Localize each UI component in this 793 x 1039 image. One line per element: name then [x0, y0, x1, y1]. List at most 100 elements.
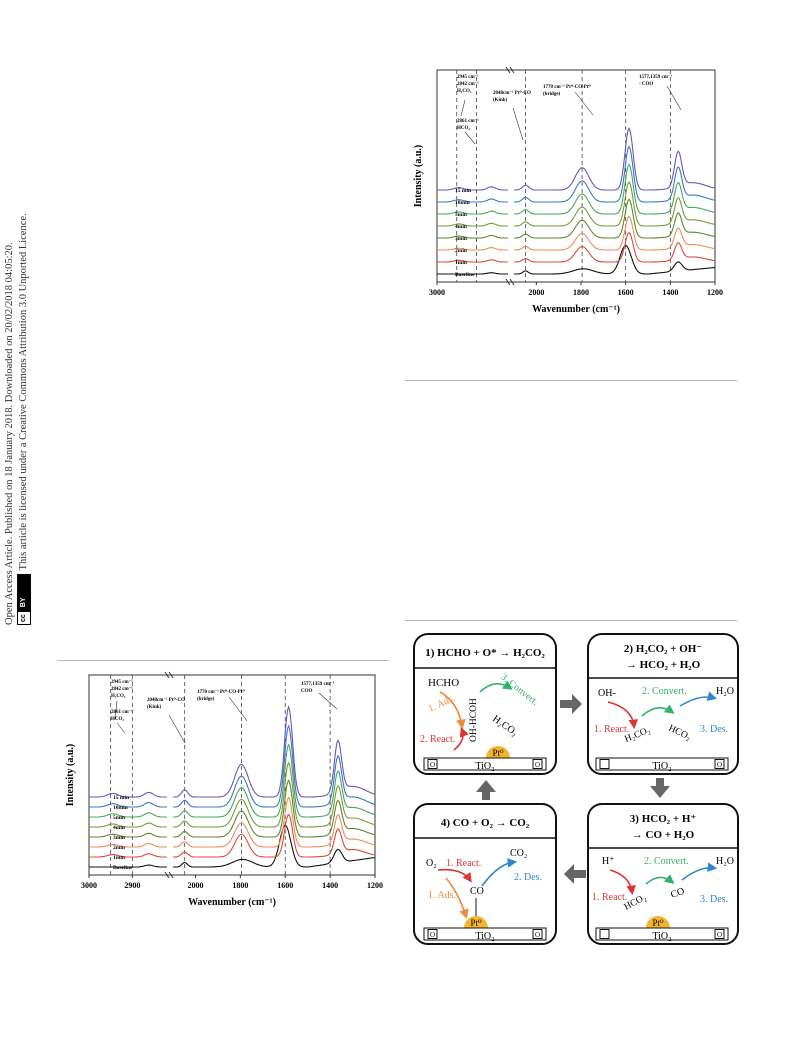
- cc-by-badge[interactable]: cc BY: [17, 574, 31, 625]
- annotation-arrow: [666, 85, 682, 111]
- arrow-right-icon: [560, 694, 582, 714]
- series-label: 10min: [113, 805, 128, 811]
- license-line-2: This article is licensed under a Creativ…: [18, 213, 29, 571]
- tio2-label: TiO₂: [652, 761, 671, 772]
- arrow-down-icon: [650, 778, 670, 798]
- axis-break-mark: [509, 66, 515, 74]
- svg-text:O: O: [717, 761, 722, 769]
- x-tick-label: 1800: [232, 881, 248, 890]
- series-label: 4min: [113, 825, 125, 831]
- oh-label: OH-: [598, 688, 616, 699]
- convert-label: 2. Convert.: [642, 686, 687, 697]
- spectrum-line: [437, 163, 716, 215]
- annotation-label: 2842 cm⁻¹: [111, 686, 133, 692]
- h-label: H⁺: [602, 856, 615, 867]
- annotation-arrow: [574, 91, 594, 116]
- spectrum-line: [89, 779, 376, 838]
- by-icon: BY: [18, 593, 30, 612]
- annotation-arrow: [460, 99, 466, 117]
- scheme-step-2: 2) H₂CO₂ + OH⁻ → HCO₂ + H₂O OH- 2. Conve…: [587, 633, 739, 775]
- y-axis-label: Intensity (a.u.): [413, 145, 424, 208]
- tio2-label: TiO₂: [475, 761, 494, 772]
- cc-icon: cc: [18, 611, 30, 624]
- axis-break-mark: [168, 871, 174, 879]
- spectra-plot-b: 3000 2900 2000 1800 1600 1400 1200 Wavenumber (…: [65, 671, 383, 908]
- plot-frame: [436, 69, 716, 283]
- tio2-label: TiO₂: [475, 931, 494, 942]
- step-2-title-2: → HCO₂ + H₂O: [626, 659, 701, 671]
- spectrum-line: [437, 198, 716, 239]
- annotation-label: HCO₂: [457, 126, 470, 131]
- scheme-step-1: 1) HCHO + O* → H₂CO₂ HCHO 3. Convert. 1.…: [413, 633, 557, 775]
- annotation-arrow: [318, 692, 338, 710]
- annotation-label: HCO₂: [111, 717, 124, 722]
- arrow-left-icon: [564, 864, 586, 884]
- license-sidebar: Open Access Article. Published on 18 Jan…: [3, 5, 49, 625]
- annotation-label: - COO: [639, 82, 653, 87]
- spectrum-line: [89, 705, 376, 798]
- spectrum-line: [437, 232, 716, 263]
- y-axis-label: Intensity (a.u.): [65, 744, 76, 807]
- series-label: Baseline: [455, 272, 475, 278]
- axis-break-mark: [505, 278, 511, 286]
- series-label: 15 min: [113, 795, 129, 801]
- arrow-up-icon: [476, 780, 496, 800]
- figure-spectra-bottom: 3000 2900 2000 1800 1600 1400 1200 Wavenumber (…: [65, 671, 383, 908]
- annotation-label: 1770 cm⁻¹ Pt⁰-CO-Pt⁰: [543, 84, 591, 90]
- x-axis-label: Wavenumber (cm⁻¹): [532, 304, 620, 315]
- spectra-plot-a: 3000 2000 1800 1600 1400 1200 Wavenumber (cm⁻¹…: [413, 66, 723, 315]
- annotation-label: (Kink): [147, 705, 162, 710]
- series-label: 2min: [113, 845, 125, 851]
- svg-text:O: O: [430, 931, 435, 939]
- annotation-arrow: [228, 696, 248, 722]
- oh-hcoh-label: OH-HCOH: [469, 698, 479, 742]
- series-label: 10min: [455, 200, 470, 206]
- plot-frame: [88, 674, 376, 876]
- x-tick-label: 1800: [573, 288, 589, 297]
- pt-label: Pt⁰: [470, 918, 482, 928]
- annotation-label: 2048cm⁻¹ Pt⁰-CO: [147, 697, 185, 703]
- react-label: 1. React.: [592, 892, 627, 903]
- annotation-label: COO: [301, 689, 313, 694]
- annotation-arrow: [168, 714, 186, 744]
- o2-label: O₂: [426, 858, 437, 869]
- series-label: 4min: [455, 224, 467, 230]
- svg-text:O: O: [717, 931, 722, 939]
- step-3-title-1: 3) HCO₂ + H⁺: [630, 813, 697, 825]
- series-label: 3min: [455, 236, 467, 242]
- series-label: 5min: [455, 212, 467, 218]
- react-label: 1. React.: [446, 858, 481, 869]
- series-label: 1min: [455, 260, 467, 266]
- pt-label: Pt⁰: [652, 918, 664, 928]
- x-axis-label: Wavenumber (cm⁻¹): [188, 897, 276, 908]
- x-tick-label: 1400: [662, 288, 678, 297]
- des-label: 3. Des.: [700, 894, 728, 905]
- hcho-label: HCHO: [428, 677, 459, 689]
- svg-text:O: O: [535, 761, 540, 769]
- des-label: 3. Des.: [700, 724, 728, 735]
- react-label: 2. React.: [420, 734, 455, 745]
- axis-break-mark: [168, 671, 174, 679]
- step-3-title-2: → CO + H₂O: [632, 829, 695, 841]
- annotation-label: 2945 cm⁻¹: [457, 74, 479, 80]
- annotation-label: 2842 cm⁻¹: [457, 81, 479, 87]
- spectrum-line: [437, 181, 716, 227]
- annotation-label: (bridge): [197, 697, 215, 702]
- x-tick-label: 3000: [429, 288, 445, 297]
- annotation-label: (bridge): [543, 92, 561, 97]
- x-tick-label: 1600: [277, 881, 293, 890]
- scheme-step-3: 3) HCO₂ + H⁺ → CO + H₂O H⁺ 2. Convert. H…: [587, 803, 739, 945]
- annotation-label: 2861 cm⁻¹: [457, 118, 479, 124]
- step-4-title: 4) CO + O₂ → CO₂: [441, 817, 530, 829]
- co2-label: CO₂: [510, 848, 527, 859]
- annotation-label: 1577,1359 cm⁻¹: [301, 681, 335, 687]
- license-line-1: Open Access Article. Published on 18 Jan…: [4, 242, 15, 625]
- scheme-step-4: 4) CO + O₂ → CO₂ O₂ 1. React. CO₂ 2. Des…: [413, 803, 557, 945]
- series-label: 2min: [455, 248, 467, 254]
- spectrum-line: [89, 813, 376, 858]
- step-1-title: 1) HCHO + O* → H₂CO₂: [425, 647, 545, 659]
- co-label: CO: [470, 886, 484, 897]
- axis-break-mark: [164, 671, 170, 679]
- spectrum-line: [437, 215, 716, 251]
- axis-break-mark: [164, 871, 170, 879]
